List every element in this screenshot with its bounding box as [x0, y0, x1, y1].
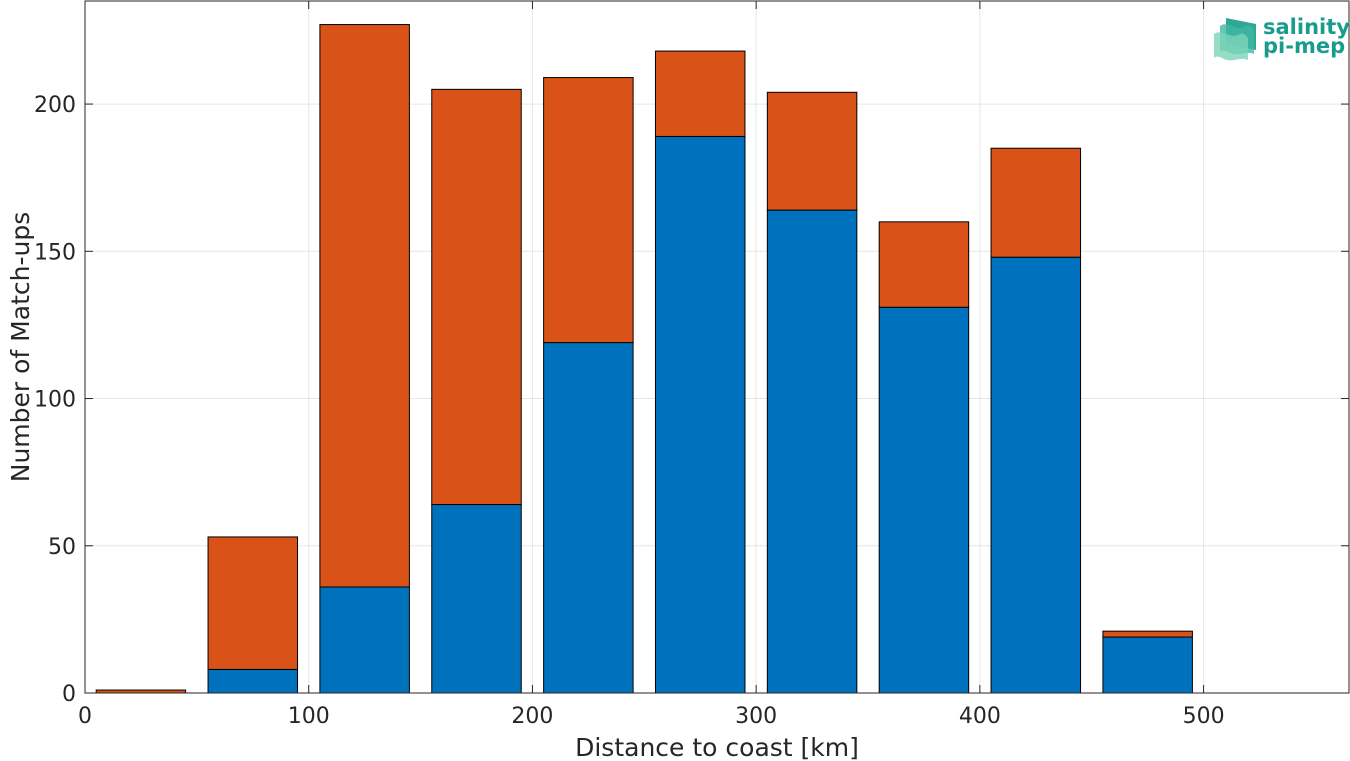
bar-series-1 [990, 256, 1082, 694]
x-tick-label: 400 [959, 704, 1001, 729]
axes-box [84, 0, 1350, 694]
salinity-pi-mep-logo: salinity pi-mep [1214, 15, 1350, 61]
bar-series-1 [654, 135, 746, 694]
bar-series-2 [207, 536, 299, 670]
y-tick-label: 50 [48, 535, 76, 560]
bar-series-1 [431, 504, 522, 694]
bar-series-1 [543, 342, 634, 694]
bar-series-2 [1102, 630, 1193, 638]
bar-series-2 [431, 88, 522, 506]
y-tick-label: 200 [34, 93, 76, 118]
x-tick-label: 500 [1183, 704, 1225, 729]
bar-series-1 [207, 668, 299, 694]
x-tick-label: 100 [288, 704, 330, 729]
bar-series-2 [766, 91, 858, 211]
x-tick-label: 0 [78, 704, 92, 729]
bar-series-2 [990, 147, 1082, 258]
bar-series-1 [1102, 636, 1193, 694]
bar-series-1 [766, 209, 858, 694]
y-axis-label: Number of Match-ups [6, 212, 35, 482]
logo-line2: pi-mep [1263, 34, 1345, 58]
ticks [84, 1, 1349, 694]
y-tick-label: 0 [62, 682, 76, 707]
logo-line1: salinity [1263, 15, 1350, 39]
bar-series-2 [654, 50, 746, 137]
waves-icon [1214, 18, 1256, 61]
x-tick-label: 200 [511, 704, 553, 729]
x-tick-label: 300 [735, 704, 777, 729]
bar-series-1 [319, 586, 410, 694]
y-tick-label: 100 [34, 388, 76, 413]
y-tick-label: 150 [34, 240, 76, 265]
bar-series-2 [319, 24, 410, 588]
bar-series-1 [878, 306, 970, 694]
tick-labels: 0 100 200 300 400 500 0 50 100 150 200 [34, 93, 1225, 729]
bar-series-2 [878, 221, 970, 308]
x-axis-label: Distance to coast [km] [575, 733, 859, 761]
bars [95, 24, 1305, 694]
bar-series-2 [543, 77, 634, 344]
